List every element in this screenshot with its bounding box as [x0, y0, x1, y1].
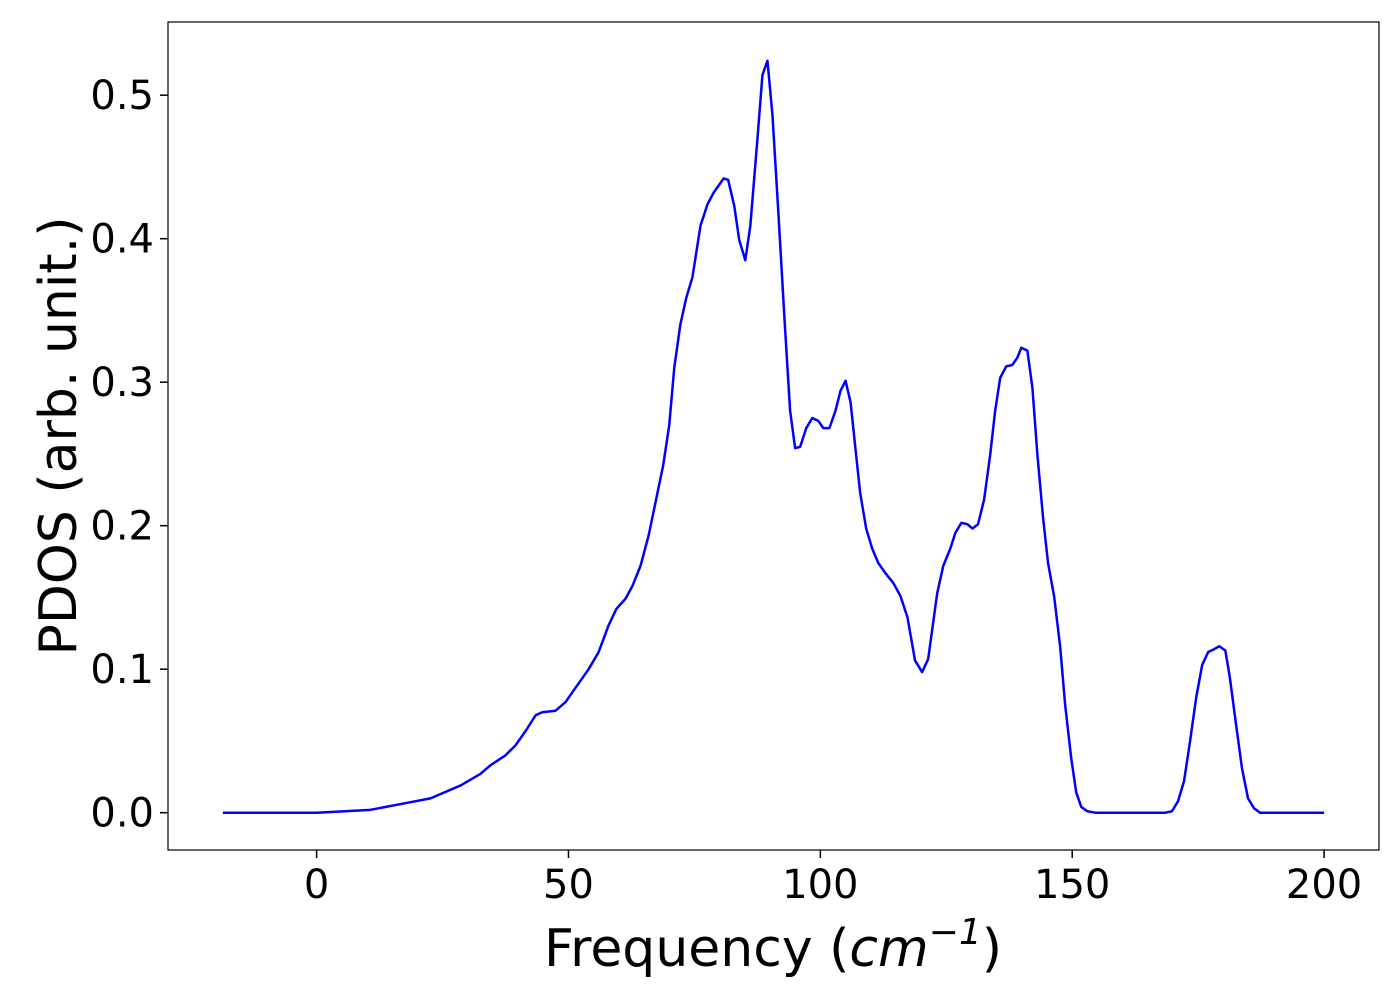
x-tick-label: 50 — [543, 862, 594, 908]
x-tick-label: 150 — [1034, 862, 1110, 908]
y-tick-label: 0.1 — [90, 647, 154, 693]
y-tick-label: 0.2 — [90, 504, 154, 550]
y-tick-label: 0.0 — [90, 791, 154, 837]
x-label-part: −1 — [929, 912, 982, 953]
y-tick-label: 0.3 — [90, 360, 154, 406]
x-tick-label: 100 — [782, 862, 858, 908]
x-tick-label: 200 — [1286, 862, 1362, 908]
y-tick-label: 0.5 — [90, 73, 154, 119]
x-axis-label: Frequency (cm−1) — [544, 912, 1002, 979]
y-tick-label: 0.4 — [90, 217, 154, 263]
plot-frame — [167, 21, 1380, 851]
x-label-part: Frequency ( — [544, 919, 849, 979]
y-axis-label: PDOS (arb. unit.) — [29, 216, 89, 655]
pdos-line — [222, 59, 1325, 814]
x-label-part: cm — [849, 919, 928, 979]
x-label-part: ) — [982, 919, 1002, 979]
x-tick-label: 0 — [304, 862, 329, 908]
